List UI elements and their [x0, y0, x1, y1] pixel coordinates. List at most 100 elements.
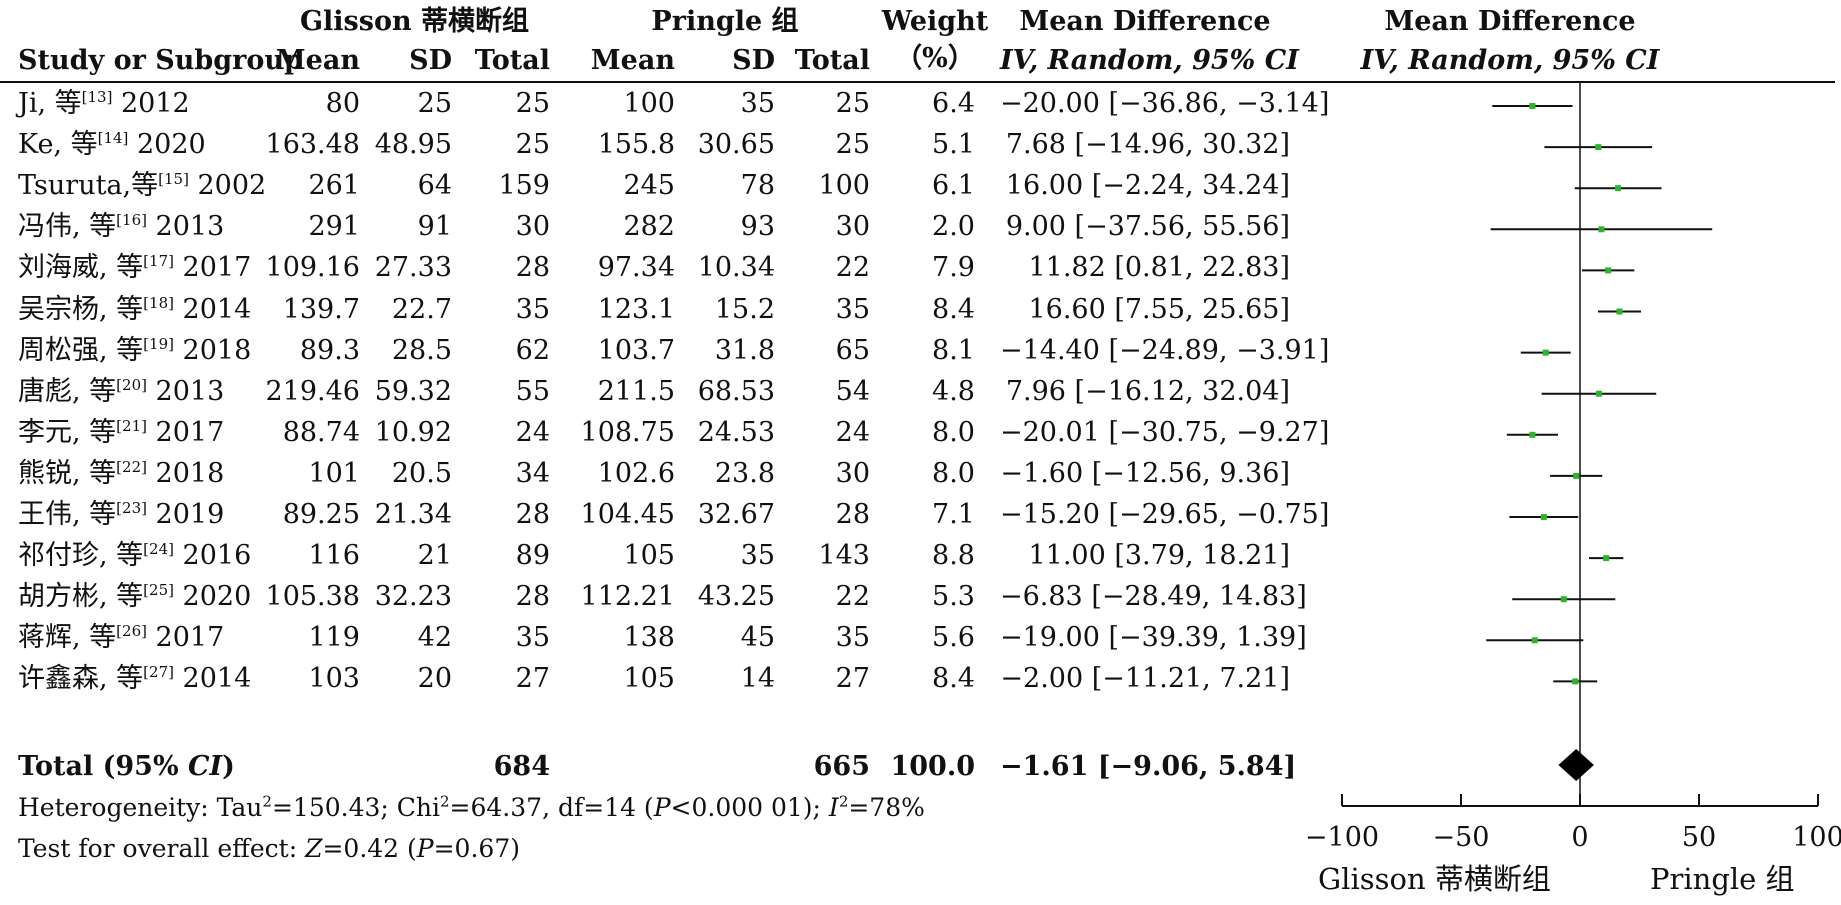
group2-mean: 97.34	[597, 252, 675, 284]
group1-total: 28	[515, 499, 550, 530]
group2-total: 100	[818, 170, 870, 202]
study-year: 2017	[173, 252, 252, 284]
md-method-header: IV, Random, 95% CI	[1000, 45, 1299, 76]
group2-mean: 103.7	[597, 334, 675, 366]
study-year: 2020	[128, 129, 206, 161]
group2-total: 28	[835, 499, 870, 530]
group2-mean: 123.1	[597, 293, 675, 325]
study-effect-marker	[1595, 390, 1602, 397]
study-effect-marker	[1529, 103, 1536, 109]
group1-mean: 80	[325, 88, 360, 119]
study-author: 王伟, 等	[18, 499, 117, 530]
ci-value: 11.00 [3.79, 18.21]	[1028, 540, 1290, 572]
ci-value: 7.96 [−16.12, 32.04]	[1005, 375, 1290, 407]
group1-sd: 10.92	[374, 416, 452, 448]
table-row: 吴宗杨, 等[18] 2014 139.7 22.7 35 123.1 15.2 35 8.4…	[0, 293, 1841, 337]
study-author: Ke, 等	[18, 129, 98, 161]
study-year: 2016	[173, 540, 252, 572]
group1-sd: 20.5	[391, 457, 452, 489]
table-row: 冯伟, 等[16] 2013 291 91 30 282 93 30 2.0 9.00 [−37…	[0, 213, 1841, 254]
group1-total: 35	[515, 293, 550, 325]
weight-value: 8.0	[932, 416, 975, 448]
group1-mean: 139.7	[282, 293, 360, 325]
ci-value: −20.00 [−36.86, −3.14]	[1000, 88, 1330, 119]
study-label: 王伟, 等[23] 2019	[18, 499, 224, 530]
group1-mean: 101	[308, 457, 360, 489]
x-tick-label: 0	[1571, 822, 1589, 853]
study-label: 祁付珍, 等[24] 2016	[18, 540, 252, 572]
weight-unit-header: （%）	[895, 43, 975, 74]
group2-mean: 108.75	[580, 416, 675, 448]
group1-total: 89	[515, 540, 550, 572]
group2-mean: 105	[623, 540, 675, 572]
table-row: 蒋辉, 等[26] 2017 119 42 35 138 45 35 5.6 −19.00 [−…	[0, 624, 1841, 665]
group2-mean: 102.6	[597, 457, 675, 489]
group2-total: 65	[835, 334, 870, 366]
study-reference: [21]	[116, 416, 147, 435]
weight-value: 7.9	[932, 252, 975, 284]
weight-value: 8.4	[932, 663, 975, 695]
group2-sd: 43.25	[697, 581, 775, 613]
study-label: Ke, 等[14] 2020	[18, 129, 206, 161]
x-tick-label: 50	[1681, 822, 1717, 853]
group1-sd: 21.34	[374, 499, 452, 530]
study-label: 刘海威, 等[17] 2017	[18, 252, 252, 284]
overall-effect-text: Test for overall effect: Z=0.42 (P=0.67)	[18, 834, 520, 863]
study-effect-marker	[1560, 596, 1567, 603]
study-label: 唐彪, 等[20] 2013	[18, 377, 224, 405]
study-author: 蒋辉, 等	[18, 622, 117, 654]
group2-sd: 35	[740, 88, 775, 119]
group2-total: 24	[835, 416, 870, 448]
study-year: 2020	[173, 581, 252, 613]
group2-sd: 23.8	[714, 457, 775, 489]
group1-sd-header: SD	[409, 45, 452, 76]
group1-mean: 105.38	[265, 581, 360, 613]
ci-value: 7.68 [−14.96, 30.32]	[1005, 129, 1290, 161]
table-row: 王伟, 等[23] 2019 89.25 21.34 28 104.45 32.67 28 7…	[0, 501, 1841, 542]
group1-mean: 261	[308, 170, 360, 202]
group1-mean: 291	[308, 211, 360, 243]
group1-sd: 25	[417, 88, 452, 119]
group1-sd: 91	[417, 211, 452, 243]
plot-md-method-header: IV, Random, 95% CI	[1360, 45, 1660, 76]
table-row: 刘海威, 等[17] 2017 109.16 27.33 28 97.34 10.34 22…	[0, 254, 1841, 295]
ci-value: −15.20 [−29.65, −0.75]	[1000, 499, 1330, 530]
group2-sd: 45	[740, 622, 775, 654]
study-effect-marker	[1616, 308, 1623, 315]
study-effect-marker	[1605, 267, 1612, 274]
table-row: 熊锐, 等[22] 2018 101 20.5 34 102.6 23.8 30 8.0 −1.…	[0, 457, 1841, 501]
ci-value: 16.60 [7.55, 25.65]	[1028, 293, 1290, 325]
group1-total: 28	[515, 581, 550, 613]
weight-value: 8.0	[932, 457, 975, 489]
group2-mean: 138	[623, 622, 675, 654]
group2-sd: 68.53	[697, 375, 775, 407]
group1-sd: 21	[417, 540, 452, 572]
study-reference: [22]	[116, 457, 147, 476]
study-author: 许鑫森, 等	[18, 663, 144, 695]
study-label: 蒋辉, 等[26] 2017	[18, 622, 224, 654]
study-reference: [25]	[143, 581, 174, 600]
study-reference: [15]	[158, 170, 189, 189]
study-effect-marker	[1598, 226, 1605, 233]
table-row: Tsuruta,等[15] 2002 261 64 159 245 78 100 6.1 16.…	[0, 172, 1841, 213]
group2-mean: 155.8	[597, 129, 675, 161]
group1-sd: 32.23	[374, 581, 452, 613]
weight-value: 5.3	[932, 581, 975, 613]
group1-mean: 119	[308, 622, 360, 654]
weight-value: 5.6	[932, 622, 975, 654]
group1-mean: 89.3	[299, 334, 360, 366]
ci-value: −2.00 [−11.21, 7.21]	[1000, 663, 1290, 695]
table-row: 胡方彬, 等[25] 2020 105.38 32.23 28 112.21 43.25 2…	[0, 583, 1841, 624]
study-label: 胡方彬, 等[25] 2020	[18, 581, 252, 613]
study-label: 冯伟, 等[16] 2013	[18, 213, 224, 241]
x-tick-label: −100	[1304, 822, 1380, 853]
study-author: 刘海威, 等	[18, 252, 144, 284]
group1-sd: 22.7	[391, 293, 452, 325]
group2-total: 25	[835, 129, 870, 161]
weight-value: 6.4	[932, 88, 975, 119]
group1-total: 62	[515, 334, 550, 366]
study-reference: [19]	[143, 334, 174, 353]
group1-total: 24	[515, 416, 550, 448]
group1-total-header: Total	[474, 45, 550, 76]
